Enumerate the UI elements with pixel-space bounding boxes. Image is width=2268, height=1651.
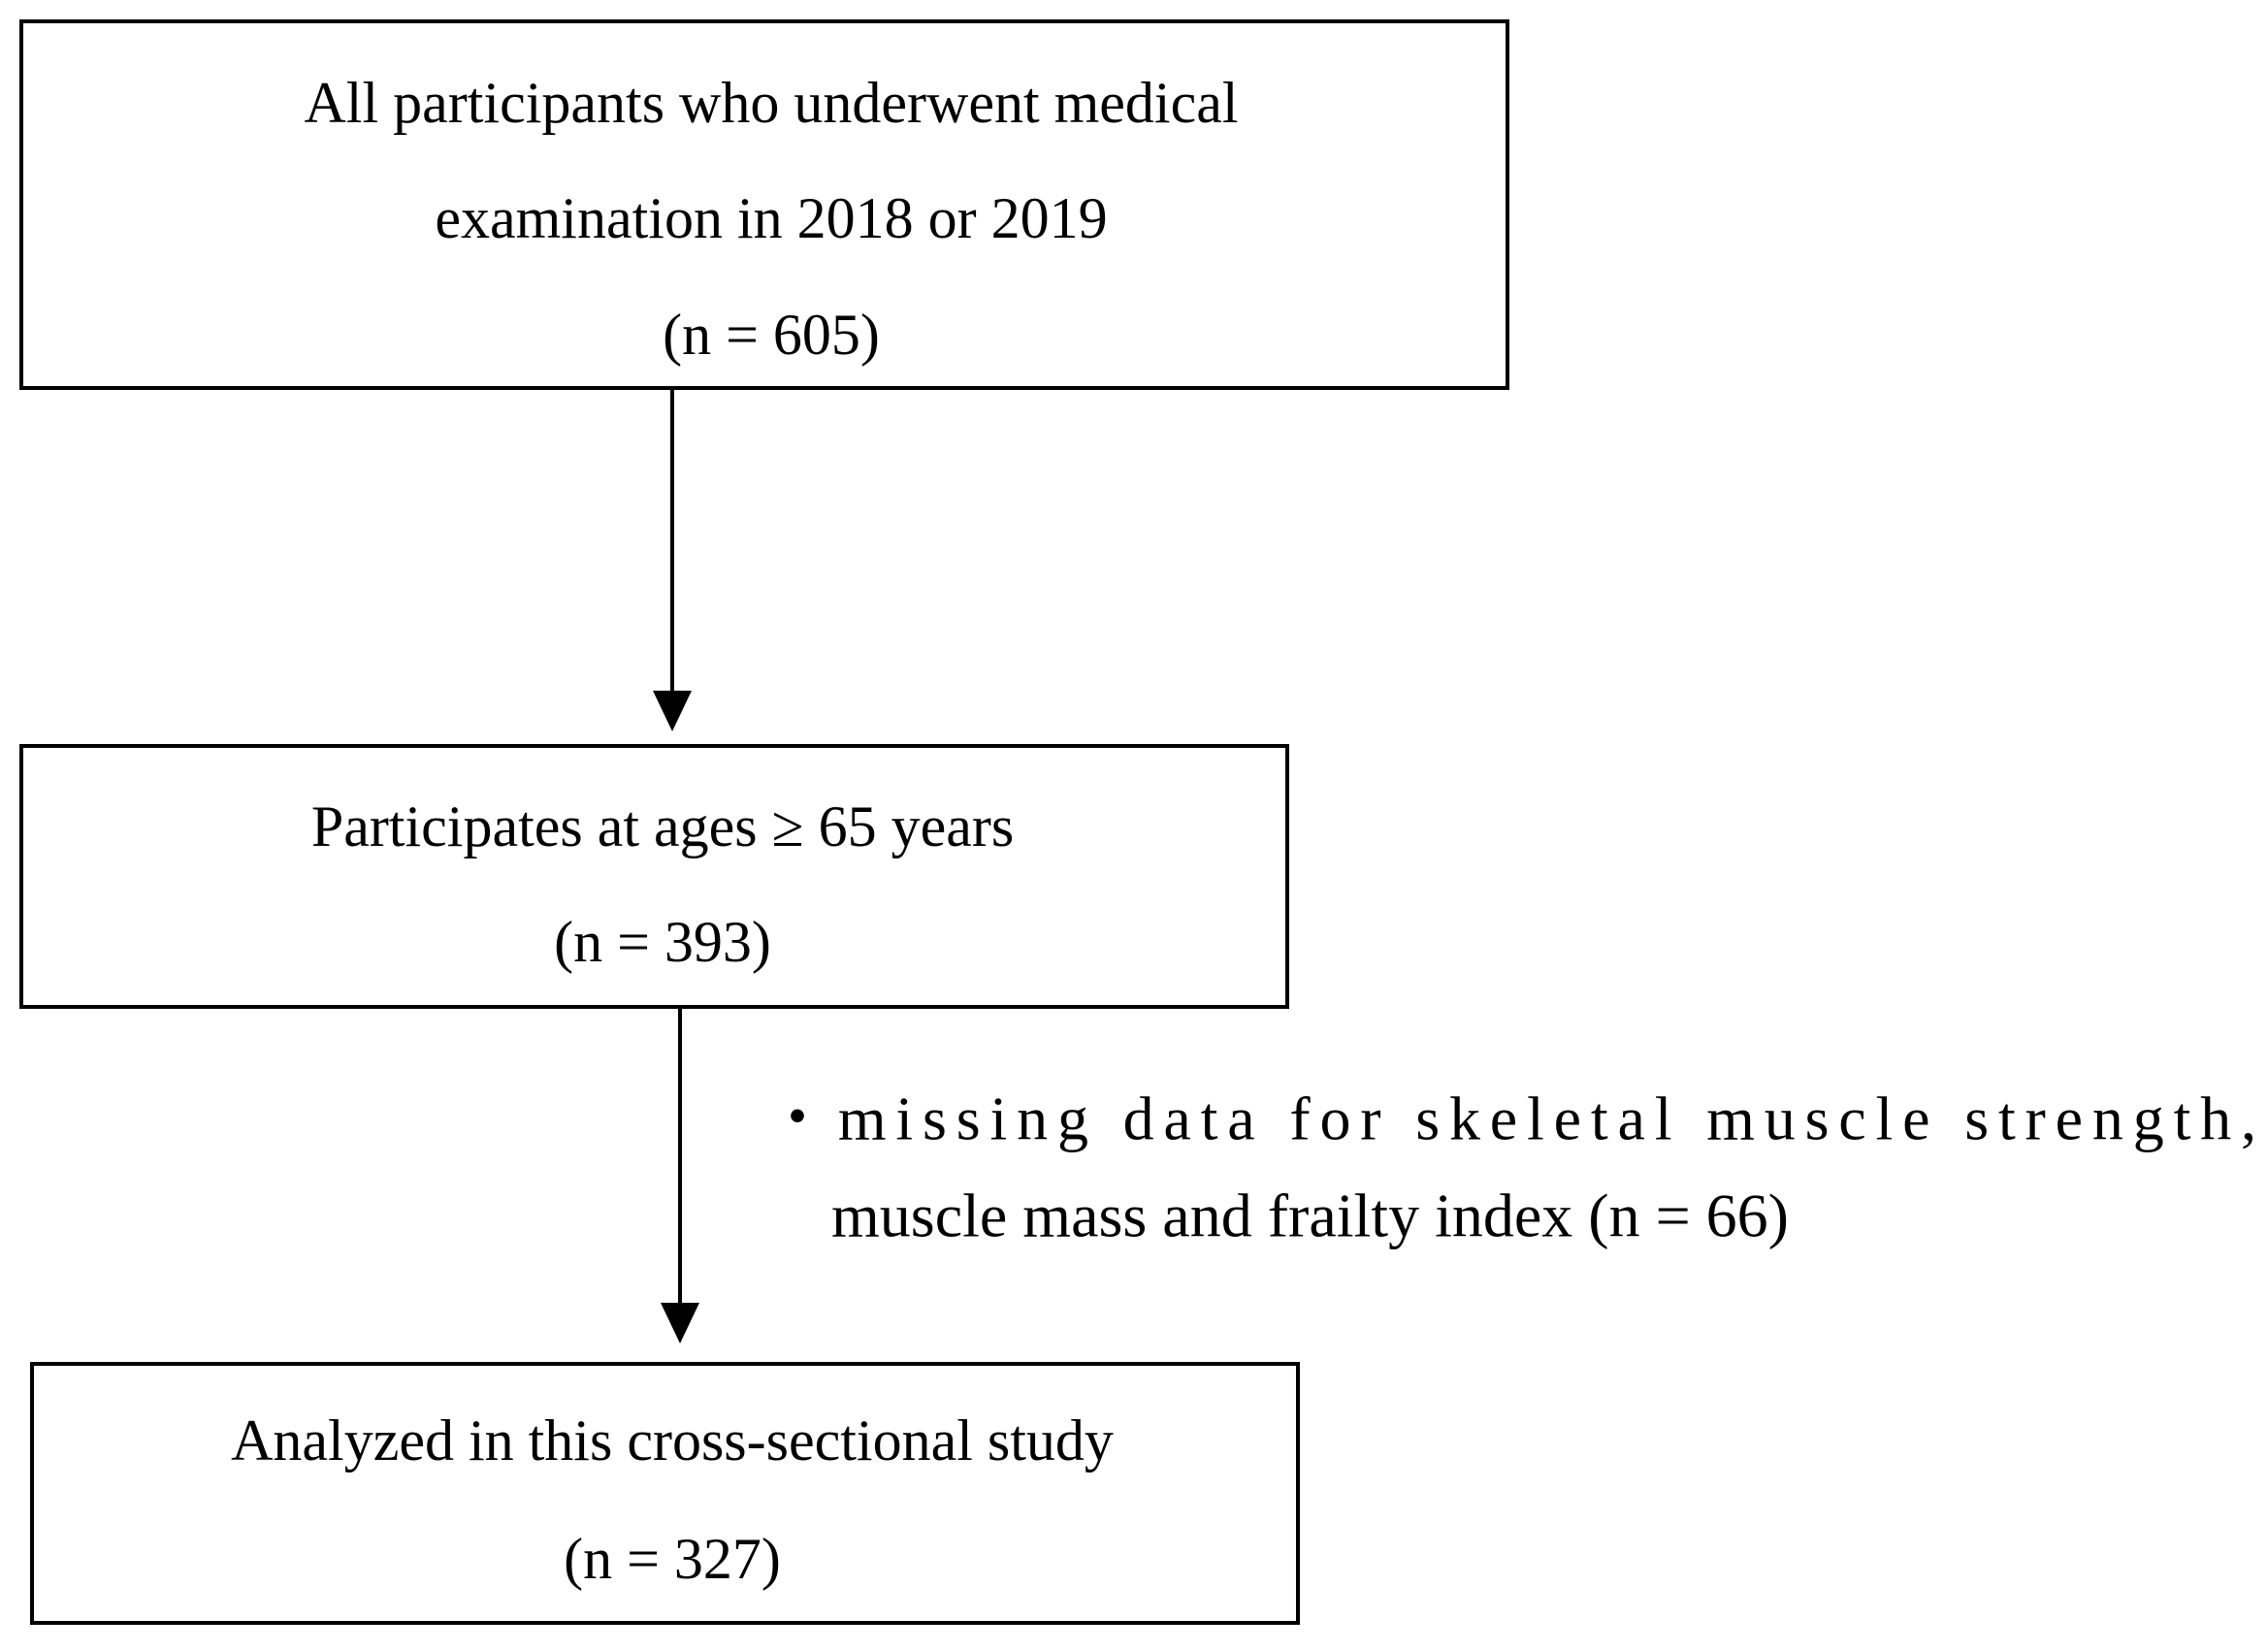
arrow-head <box>661 1303 699 1343</box>
exclusion-text: ・missing data for skeletal muscle streng… <box>766 1084 2256 1153</box>
arrow-head <box>653 691 692 731</box>
exclusion-text: muscle mass and frailty index (n = 66) <box>831 1182 1789 1250</box>
node-text: All participants who underwent medical <box>304 71 1238 135</box>
node-text: (n = 605) <box>663 303 880 367</box>
box <box>19 744 1289 1009</box>
node-text: Participates at ages ≥ 65 years <box>311 794 1014 858</box>
node-text: examination in 2018 or 2019 <box>435 186 1107 250</box>
node-text: (n = 327) <box>564 1527 781 1591</box>
node-text: (n = 393) <box>554 910 771 974</box>
box <box>19 19 1509 390</box>
node-text: Analyzed in this cross-sectional study <box>231 1408 1114 1473</box>
box <box>30 1362 1300 1625</box>
